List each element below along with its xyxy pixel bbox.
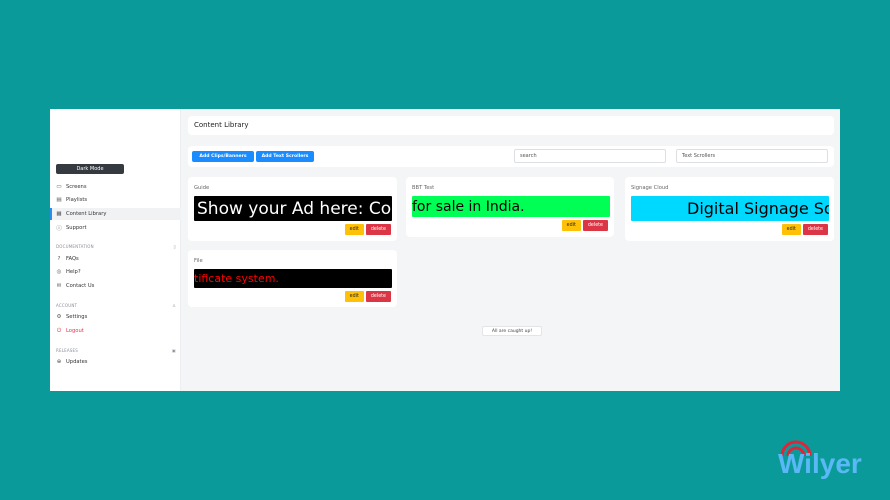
sidebar-item-playlists[interactable]: ▤ Playlists [50,194,181,206]
label: Contact Us [66,283,95,289]
section-title: DOCUMENTATION [56,244,94,249]
toolbar: Add Clips/Banners Add Text Scrollers sea… [188,146,834,167]
sidebar-item-help[interactable]: ◎ Help? [50,266,181,278]
section-title: ACCOUNT [56,303,78,308]
delete-button[interactable]: delete [582,220,608,231]
sidebar-item-support[interactable]: ⓘ Support [50,222,181,234]
edit-button[interactable]: edit [344,224,364,235]
add-scrollers-button[interactable]: Add Text Scrollers [256,151,314,162]
sidebar-item-settings[interactable]: ⚙ Settings [50,311,181,323]
label: Help? [66,269,81,275]
brand-name: Wilyer [778,448,862,479]
scroller-preview: for sale in India. [412,196,610,217]
card-title: Signage Cloud [631,185,669,191]
status-message: All are caught up! [482,326,542,336]
label: Screens [66,184,87,190]
content-card: Guide Show your Ad here: Con edit delete [188,177,397,241]
question-icon: ? [57,256,61,262]
signal-arc-icon [780,440,812,457]
edit-button[interactable]: edit [781,224,801,235]
scroller-preview: Digital Signage So [631,196,829,221]
sidebar-item-contact[interactable]: ✉ Contact Us [50,280,181,292]
box-icon: ▣ [172,348,176,353]
sidebar-item-logout[interactable]: ⏻ Logout [50,325,181,337]
gear-icon: ⚙ [56,314,62,320]
edit-button[interactable]: edit [561,220,581,231]
user-icon: ♙ [172,303,176,308]
section-documentation: DOCUMENTATION ▯ [56,244,176,249]
sidebar-item-screens[interactable]: ▭ Screens [50,181,181,193]
type-filter-select[interactable]: Text Scrollers [676,149,828,163]
monitor-icon: ▭ [56,184,62,190]
app-window: Dark Mode ▭ Screens ▤ Playlists ▦ Content L… [50,109,840,391]
sidebar-item-updates[interactable]: ⊕ Updates [50,356,181,368]
section-releases: RELEASES ▣ [56,348,176,353]
scroller-preview: Show your Ad here: Con [194,196,392,221]
delete-button[interactable]: delete [802,224,828,235]
edit-button[interactable]: edit [344,291,364,302]
info-icon: ⓘ [56,226,62,232]
card-title: File [194,258,203,264]
film-icon: ▤ [56,197,62,203]
card-title: BBT Test [412,185,435,191]
label: Playlists [66,197,88,203]
power-icon: ⏻ [56,327,62,334]
label: Logout [66,328,84,334]
content-card: Signage Cloud Digital Signage So edit del… [625,177,834,241]
section-title: RELEASES [56,348,79,353]
label: Settings [66,314,88,320]
label: Content Library [66,211,107,217]
label: FAQs [66,256,79,262]
section-account: ACCOUNT ♙ [56,303,176,308]
mail-icon: ✉ [56,283,62,289]
delete-button[interactable]: delete [365,224,391,235]
search-input[interactable]: search [514,149,666,163]
content-card: BBT Test for sale in India. edit delete [406,177,614,237]
scroller-preview: tificate system. [194,269,392,288]
label: Updates [66,359,88,365]
sidebar-item-content-library[interactable]: ▦ Content Library [50,208,181,220]
page-title: Content Library [188,116,834,135]
dark-mode-button[interactable]: Dark Mode [56,164,124,174]
grid-icon: ▦ [56,211,62,217]
sidebar: Dark Mode ▭ Screens ▤ Playlists ▦ Content L… [50,109,181,391]
help-icon: ◎ [56,269,62,275]
add-clips-button[interactable]: Add Clips/Banners [192,151,254,162]
card-title: Guide [194,185,210,191]
update-icon: ⊕ [56,359,62,365]
delete-button[interactable]: delete [365,291,391,302]
wilyer-logo: Wilyer [776,438,876,488]
tablet-icon: ▯ [173,244,176,249]
sidebar-item-faqs[interactable]: ? FAQs [50,253,181,265]
content-card: File tificate system. edit delete [188,250,397,307]
label: Support [66,225,87,231]
